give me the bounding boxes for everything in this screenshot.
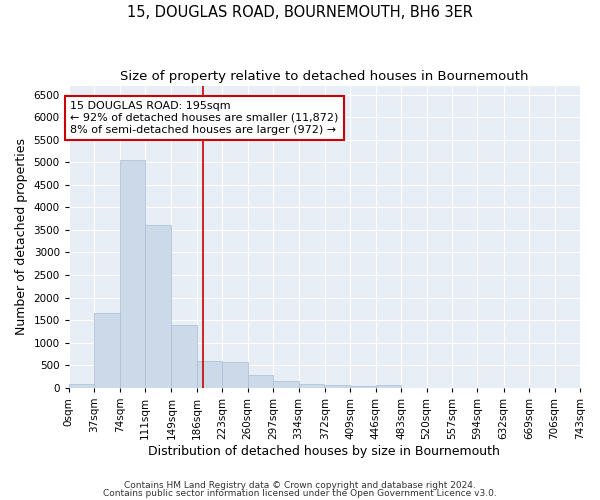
Bar [120, 160, 145, 388]
Bar [299, 384, 324, 388]
Text: 15, DOUGLAS ROAD, BOURNEMOUTH, BH6 3ER: 15, DOUGLAS ROAD, BOURNEMOUTH, BH6 3ER [127, 5, 473, 20]
Bar [222, 362, 248, 388]
Bar [69, 384, 94, 388]
Bar [376, 386, 401, 388]
Bar [197, 360, 222, 388]
Bar [172, 324, 197, 388]
Bar [248, 375, 273, 388]
Bar [273, 382, 299, 388]
Text: Contains HM Land Registry data © Crown copyright and database right 2024.: Contains HM Land Registry data © Crown c… [124, 481, 476, 490]
Bar [325, 386, 350, 388]
Text: 15 DOUGLAS ROAD: 195sqm
← 92% of detached houses are smaller (11,872)
8% of semi: 15 DOUGLAS ROAD: 195sqm ← 92% of detache… [70, 102, 338, 134]
Y-axis label: Number of detached properties: Number of detached properties [15, 138, 28, 335]
Bar [145, 226, 170, 388]
Bar [94, 314, 120, 388]
Text: Contains public sector information licensed under the Open Government Licence v3: Contains public sector information licen… [103, 488, 497, 498]
Bar [350, 386, 376, 388]
Title: Size of property relative to detached houses in Bournemouth: Size of property relative to detached ho… [120, 70, 529, 83]
X-axis label: Distribution of detached houses by size in Bournemouth: Distribution of detached houses by size … [148, 444, 500, 458]
